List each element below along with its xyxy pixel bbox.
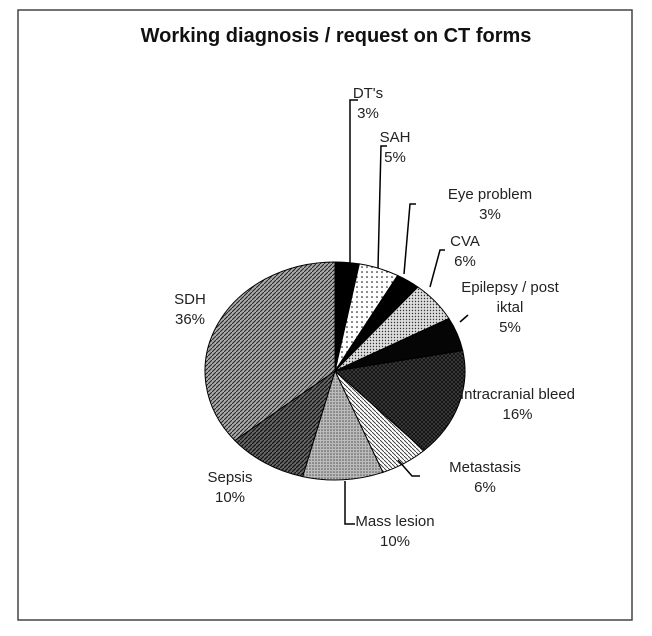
leader-line <box>397 459 420 477</box>
leader-line <box>403 203 416 275</box>
slice-label: Sepsis 10% <box>170 468 290 508</box>
pie-slice <box>204 261 336 442</box>
value-label: 6% <box>474 479 496 496</box>
value-label: 16% <box>502 406 533 423</box>
slice-label: Eye problem 3% <box>420 185 560 225</box>
category-label: SDH <box>174 291 206 308</box>
leader-line <box>349 99 358 266</box>
value-label: 3% <box>479 206 501 223</box>
value-label: 10% <box>379 533 411 550</box>
value-label: 36% <box>174 311 206 328</box>
leader-line <box>429 249 445 288</box>
category-label: Intracranial bleed <box>459 386 576 403</box>
category-label: DT's <box>352 85 384 102</box>
value-label: 10% <box>214 489 246 506</box>
category-label: Metastasis <box>449 459 521 476</box>
category-label: CVA <box>450 233 480 250</box>
slice-label: CVA 6% <box>420 232 510 272</box>
value-label: 5% <box>499 319 521 336</box>
slice-label: Metastasis 6% <box>430 458 540 498</box>
slice-label: Intracranial bleed 16% <box>455 385 580 425</box>
slice-label: Epilepsy / post iktal 5% <box>455 278 565 338</box>
slice-label: SAH 5% <box>357 128 433 168</box>
slice-label: DT's 3% <box>330 84 406 124</box>
frame <box>17 9 633 621</box>
category-label: SAH <box>379 129 411 146</box>
category-label: Epilepsy / post iktal <box>461 279 559 316</box>
value-label: 3% <box>357 105 379 122</box>
value-label: 5% <box>384 149 406 166</box>
slice-label: Mass lesion 10% <box>330 512 460 552</box>
slice-label: SDH 36% <box>140 290 240 330</box>
leader-line <box>344 481 355 525</box>
leader-line <box>459 314 469 323</box>
category-label: Sepsis <box>207 469 253 486</box>
chart-title: Working diagnosis / request on CT forms <box>140 25 532 47</box>
category-label: Eye problem <box>447 186 533 203</box>
value-label: 6% <box>454 253 476 270</box>
pie-slice <box>333 350 466 452</box>
category-label: Mass lesion <box>355 513 435 530</box>
pie-slice <box>302 369 384 481</box>
pie-slice <box>234 369 336 478</box>
leader-line <box>377 145 387 269</box>
